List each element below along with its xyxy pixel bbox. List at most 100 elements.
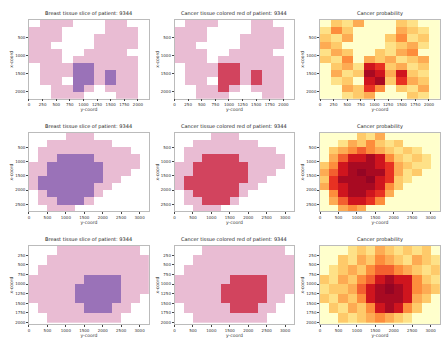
svg-text:3000: 3000 [426,328,437,333]
svg-text:750: 750 [18,272,26,277]
svg-text:0: 0 [28,102,31,107]
svg-text:500: 500 [189,328,197,333]
svg-text:1000: 1000 [78,102,89,107]
svg-text:500: 500 [44,328,52,333]
svg-text:2000: 2000 [424,102,435,107]
svg-text:1000: 1000 [161,159,172,164]
svg-text:2000: 2000 [15,89,26,94]
svg-text:1250: 1250 [383,102,394,107]
svg-text:1500: 1500 [161,173,172,178]
svg-text:2000: 2000 [306,187,317,192]
svg-text:1750: 1750 [119,102,130,107]
svg-text:x-coord: x-coord [300,51,305,68]
svg-text:2500: 2500 [161,202,172,207]
svg-text:Cancer tissue colored red of p: Cancer tissue colored red of patient: 93… [181,10,287,17]
svg-text:0: 0 [28,215,31,220]
svg-text:1500: 1500 [79,328,90,333]
svg-text:x-coord: x-coord [155,51,160,68]
svg-text:3000: 3000 [426,215,437,220]
svg-text:2000: 2000 [306,89,317,94]
svg-text:0: 0 [173,102,176,107]
svg-text:500: 500 [163,35,171,40]
svg-text:y-coord: y-coord [226,333,243,338]
svg-text:0: 0 [319,215,322,220]
svg-text:Cancer tissue colored red of p: Cancer tissue colored red of patient: 93… [181,236,287,243]
svg-text:Cancer tissue colored red of p: Cancer tissue colored red of patient: 93… [181,123,287,130]
svg-text:Breast tissue slice of patient: Breast tissue slice of patient: 9344 [45,10,132,17]
svg-text:2000: 2000 [161,187,172,192]
svg-text:y-coord: y-coord [226,220,243,225]
svg-text:500: 500 [44,215,52,220]
svg-text:1500: 1500 [370,215,381,220]
svg-text:1000: 1000 [352,328,363,333]
svg-text:750: 750 [357,102,365,107]
svg-text:y-coord: y-coord [372,333,389,338]
svg-text:0: 0 [173,328,176,333]
svg-text:500: 500 [198,102,206,107]
svg-text:1500: 1500 [225,328,236,333]
svg-text:0: 0 [28,328,31,333]
svg-text:500: 500 [309,35,317,40]
svg-text:1750: 1750 [410,102,421,107]
svg-text:1750: 1750 [161,310,172,315]
svg-text:250: 250 [163,253,171,258]
svg-text:0: 0 [173,215,176,220]
svg-text:1000: 1000 [306,281,317,286]
svg-text:1000: 1000 [15,159,26,164]
svg-text:1500: 1500 [251,102,262,107]
svg-text:2000: 2000 [15,187,26,192]
svg-text:2000: 2000 [161,320,172,325]
svg-text:2500: 2500 [15,202,26,207]
svg-text:2500: 2500 [306,202,317,207]
svg-text:500: 500 [343,102,351,107]
svg-text:2000: 2000 [161,89,172,94]
svg-text:x-coord: x-coord [155,276,160,293]
svg-text:y-coord: y-coord [226,107,243,112]
svg-text:500: 500 [335,328,343,333]
svg-text:250: 250 [309,253,317,258]
svg-text:2000: 2000 [98,215,109,220]
svg-text:Cancer probability: Cancer probability [357,10,403,17]
svg-text:250: 250 [330,102,338,107]
svg-text:1250: 1250 [161,291,172,296]
svg-text:1000: 1000 [15,281,26,286]
svg-text:1000: 1000 [61,328,72,333]
svg-text:1000: 1000 [161,53,172,58]
svg-text:500: 500 [189,215,197,220]
svg-text:2000: 2000 [15,320,26,325]
svg-text:250: 250 [39,102,47,107]
svg-text:2500: 2500 [262,215,273,220]
svg-text:500: 500 [52,102,60,107]
svg-text:250: 250 [18,253,26,258]
svg-text:3000: 3000 [135,328,146,333]
svg-text:500: 500 [18,145,26,150]
svg-text:500: 500 [18,35,26,40]
svg-text:500: 500 [163,145,171,150]
svg-text:Breast tissue slice of patient: Breast tissue slice of patient: 9344 [45,236,132,243]
svg-text:1500: 1500 [306,301,317,306]
svg-text:500: 500 [163,262,171,267]
svg-text:1250: 1250 [92,102,103,107]
svg-text:1500: 1500 [306,173,317,178]
svg-text:1250: 1250 [237,102,248,107]
svg-text:1500: 1500 [79,215,90,220]
svg-text:y-coord: y-coord [80,107,97,112]
svg-text:750: 750 [309,272,317,277]
svg-text:1000: 1000 [306,53,317,58]
svg-text:500: 500 [18,262,26,267]
svg-text:0: 0 [319,328,322,333]
svg-text:3000: 3000 [135,215,146,220]
svg-text:500: 500 [309,262,317,267]
svg-text:x-coord: x-coord [9,164,14,181]
svg-text:Breast tissue slice of patient: Breast tissue slice of patient: 9344 [45,123,132,130]
svg-text:2000: 2000 [243,215,254,220]
svg-text:500: 500 [309,145,317,150]
svg-text:500: 500 [335,215,343,220]
svg-text:2000: 2000 [389,328,400,333]
svg-text:1500: 1500 [106,102,117,107]
svg-text:y-coord: y-coord [372,220,389,225]
svg-text:2500: 2500 [407,215,418,220]
svg-text:2500: 2500 [116,215,127,220]
svg-text:1500: 1500 [306,71,317,76]
svg-text:3000: 3000 [280,215,291,220]
